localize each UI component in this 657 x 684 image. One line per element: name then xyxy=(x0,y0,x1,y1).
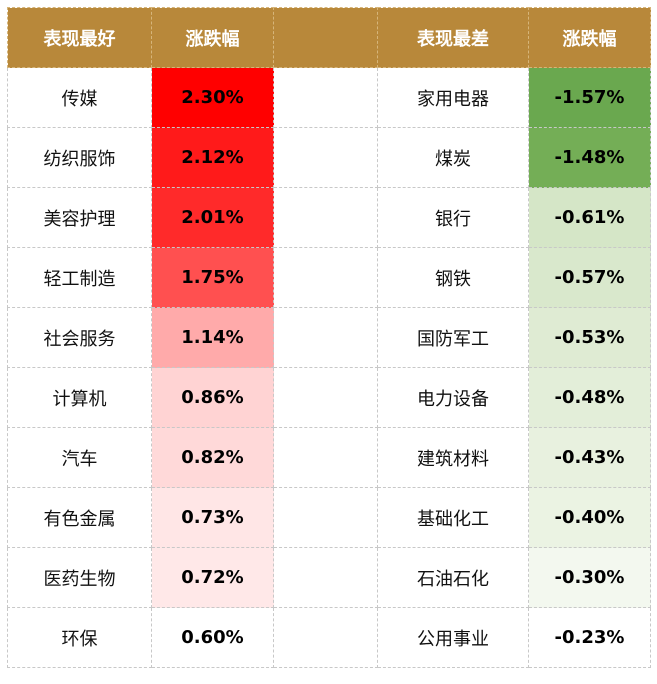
column-gap xyxy=(273,187,378,248)
worst-sector-change: -0.23% xyxy=(528,607,651,668)
worst-sector-change: -0.48% xyxy=(528,367,651,428)
worst-sector-name: 电力设备 xyxy=(377,367,529,428)
column-gap xyxy=(273,427,378,488)
best-sector-name: 环保 xyxy=(7,607,152,668)
worst-sector-name: 石油石化 xyxy=(377,547,529,608)
column-gap xyxy=(273,307,378,368)
best-sector-name: 社会服务 xyxy=(7,307,152,368)
best-sector-name: 计算机 xyxy=(7,367,152,428)
table-row: 传媒 2.30% 家用电器 -1.57% xyxy=(7,67,651,128)
worst-sector-change: -0.53% xyxy=(528,307,651,368)
header-row: 表现最好 涨跌幅 表现最差 涨跌幅 xyxy=(7,7,651,68)
table-row: 环保 0.60% 公用事业 -0.23% xyxy=(7,607,651,668)
best-sector-change: 0.72% xyxy=(151,547,274,608)
table-row: 计算机 0.86% 电力设备 -0.48% xyxy=(7,367,651,428)
worst-sector-change: -1.57% xyxy=(528,67,651,128)
best-sector-change: 0.60% xyxy=(151,607,274,668)
table-row: 轻工制造 1.75% 钢铁 -0.57% xyxy=(7,247,651,308)
best-sector-name: 医药生物 xyxy=(7,547,152,608)
column-gap xyxy=(273,247,378,308)
table-row: 纺织服饰 2.12% 煤炭 -1.48% xyxy=(7,127,651,188)
header-gap xyxy=(273,7,378,68)
column-gap xyxy=(273,487,378,548)
table-row: 社会服务 1.14% 国防军工 -0.53% xyxy=(7,307,651,368)
best-sector-change: 1.14% xyxy=(151,307,274,368)
worst-sector-name: 建筑材料 xyxy=(377,427,529,488)
worst-sector-change: -0.43% xyxy=(528,427,651,488)
column-gap xyxy=(273,127,378,188)
worst-sector-name: 公用事业 xyxy=(377,607,529,668)
best-sector-name: 纺织服饰 xyxy=(7,127,152,188)
best-sector-change: 2.01% xyxy=(151,187,274,248)
worst-sector-name: 家用电器 xyxy=(377,67,529,128)
best-sector-change: 2.30% xyxy=(151,67,274,128)
worst-sector-name: 钢铁 xyxy=(377,247,529,308)
best-sector-change: 0.73% xyxy=(151,487,274,548)
best-sector-name: 轻工制造 xyxy=(7,247,152,308)
best-sector-change: 2.12% xyxy=(151,127,274,188)
column-gap xyxy=(273,607,378,668)
best-change-header: 涨跌幅 xyxy=(151,7,274,68)
best-sector-name: 美容护理 xyxy=(7,187,152,248)
column-gap xyxy=(273,67,378,128)
best-sector-change: 0.82% xyxy=(151,427,274,488)
table-row: 汽车 0.82% 建筑材料 -0.43% xyxy=(7,427,651,488)
worst-sector-name: 银行 xyxy=(377,187,529,248)
worst-sector-name: 煤炭 xyxy=(377,127,529,188)
column-gap xyxy=(273,547,378,608)
table-row: 有色金属 0.73% 基础化工 -0.40% xyxy=(7,487,651,548)
best-sector-name: 传媒 xyxy=(7,67,152,128)
best-sector-change: 1.75% xyxy=(151,247,274,308)
worst-change-header: 涨跌幅 xyxy=(528,7,651,68)
worst-sector-name: 国防军工 xyxy=(377,307,529,368)
worst-sector-change: -1.48% xyxy=(528,127,651,188)
worst-header: 表现最差 xyxy=(377,7,529,68)
best-sector-name: 有色金属 xyxy=(7,487,152,548)
worst-sector-change: -0.57% xyxy=(528,247,651,308)
column-gap xyxy=(273,367,378,428)
worst-sector-change: -0.30% xyxy=(528,547,651,608)
sector-performance-table-wrapper: 表现最好 涨跌幅 表现最差 涨跌幅 传媒 2.30% 家用电器 -1.57% 纺织服饰 2… xyxy=(7,7,651,668)
table-row: 美容护理 2.01% 银行 -0.61% xyxy=(7,187,651,248)
worst-sector-name: 基础化工 xyxy=(377,487,529,548)
best-header: 表现最好 xyxy=(7,7,152,68)
worst-sector-change: -0.61% xyxy=(528,187,651,248)
best-sector-change: 0.86% xyxy=(151,367,274,428)
table-body: 传媒 2.30% 家用电器 -1.57% 纺织服饰 2.12% 煤炭 -1.48% 美容护理 2.… xyxy=(7,67,651,668)
sector-performance-table: 表现最好 涨跌幅 表现最差 涨跌幅 传媒 2.30% 家用电器 -1.57% 纺织服饰 2… xyxy=(7,7,651,668)
table-row: 医药生物 0.72% 石油石化 -0.30% xyxy=(7,547,651,608)
worst-sector-change: -0.40% xyxy=(528,487,651,548)
best-sector-name: 汽车 xyxy=(7,427,152,488)
